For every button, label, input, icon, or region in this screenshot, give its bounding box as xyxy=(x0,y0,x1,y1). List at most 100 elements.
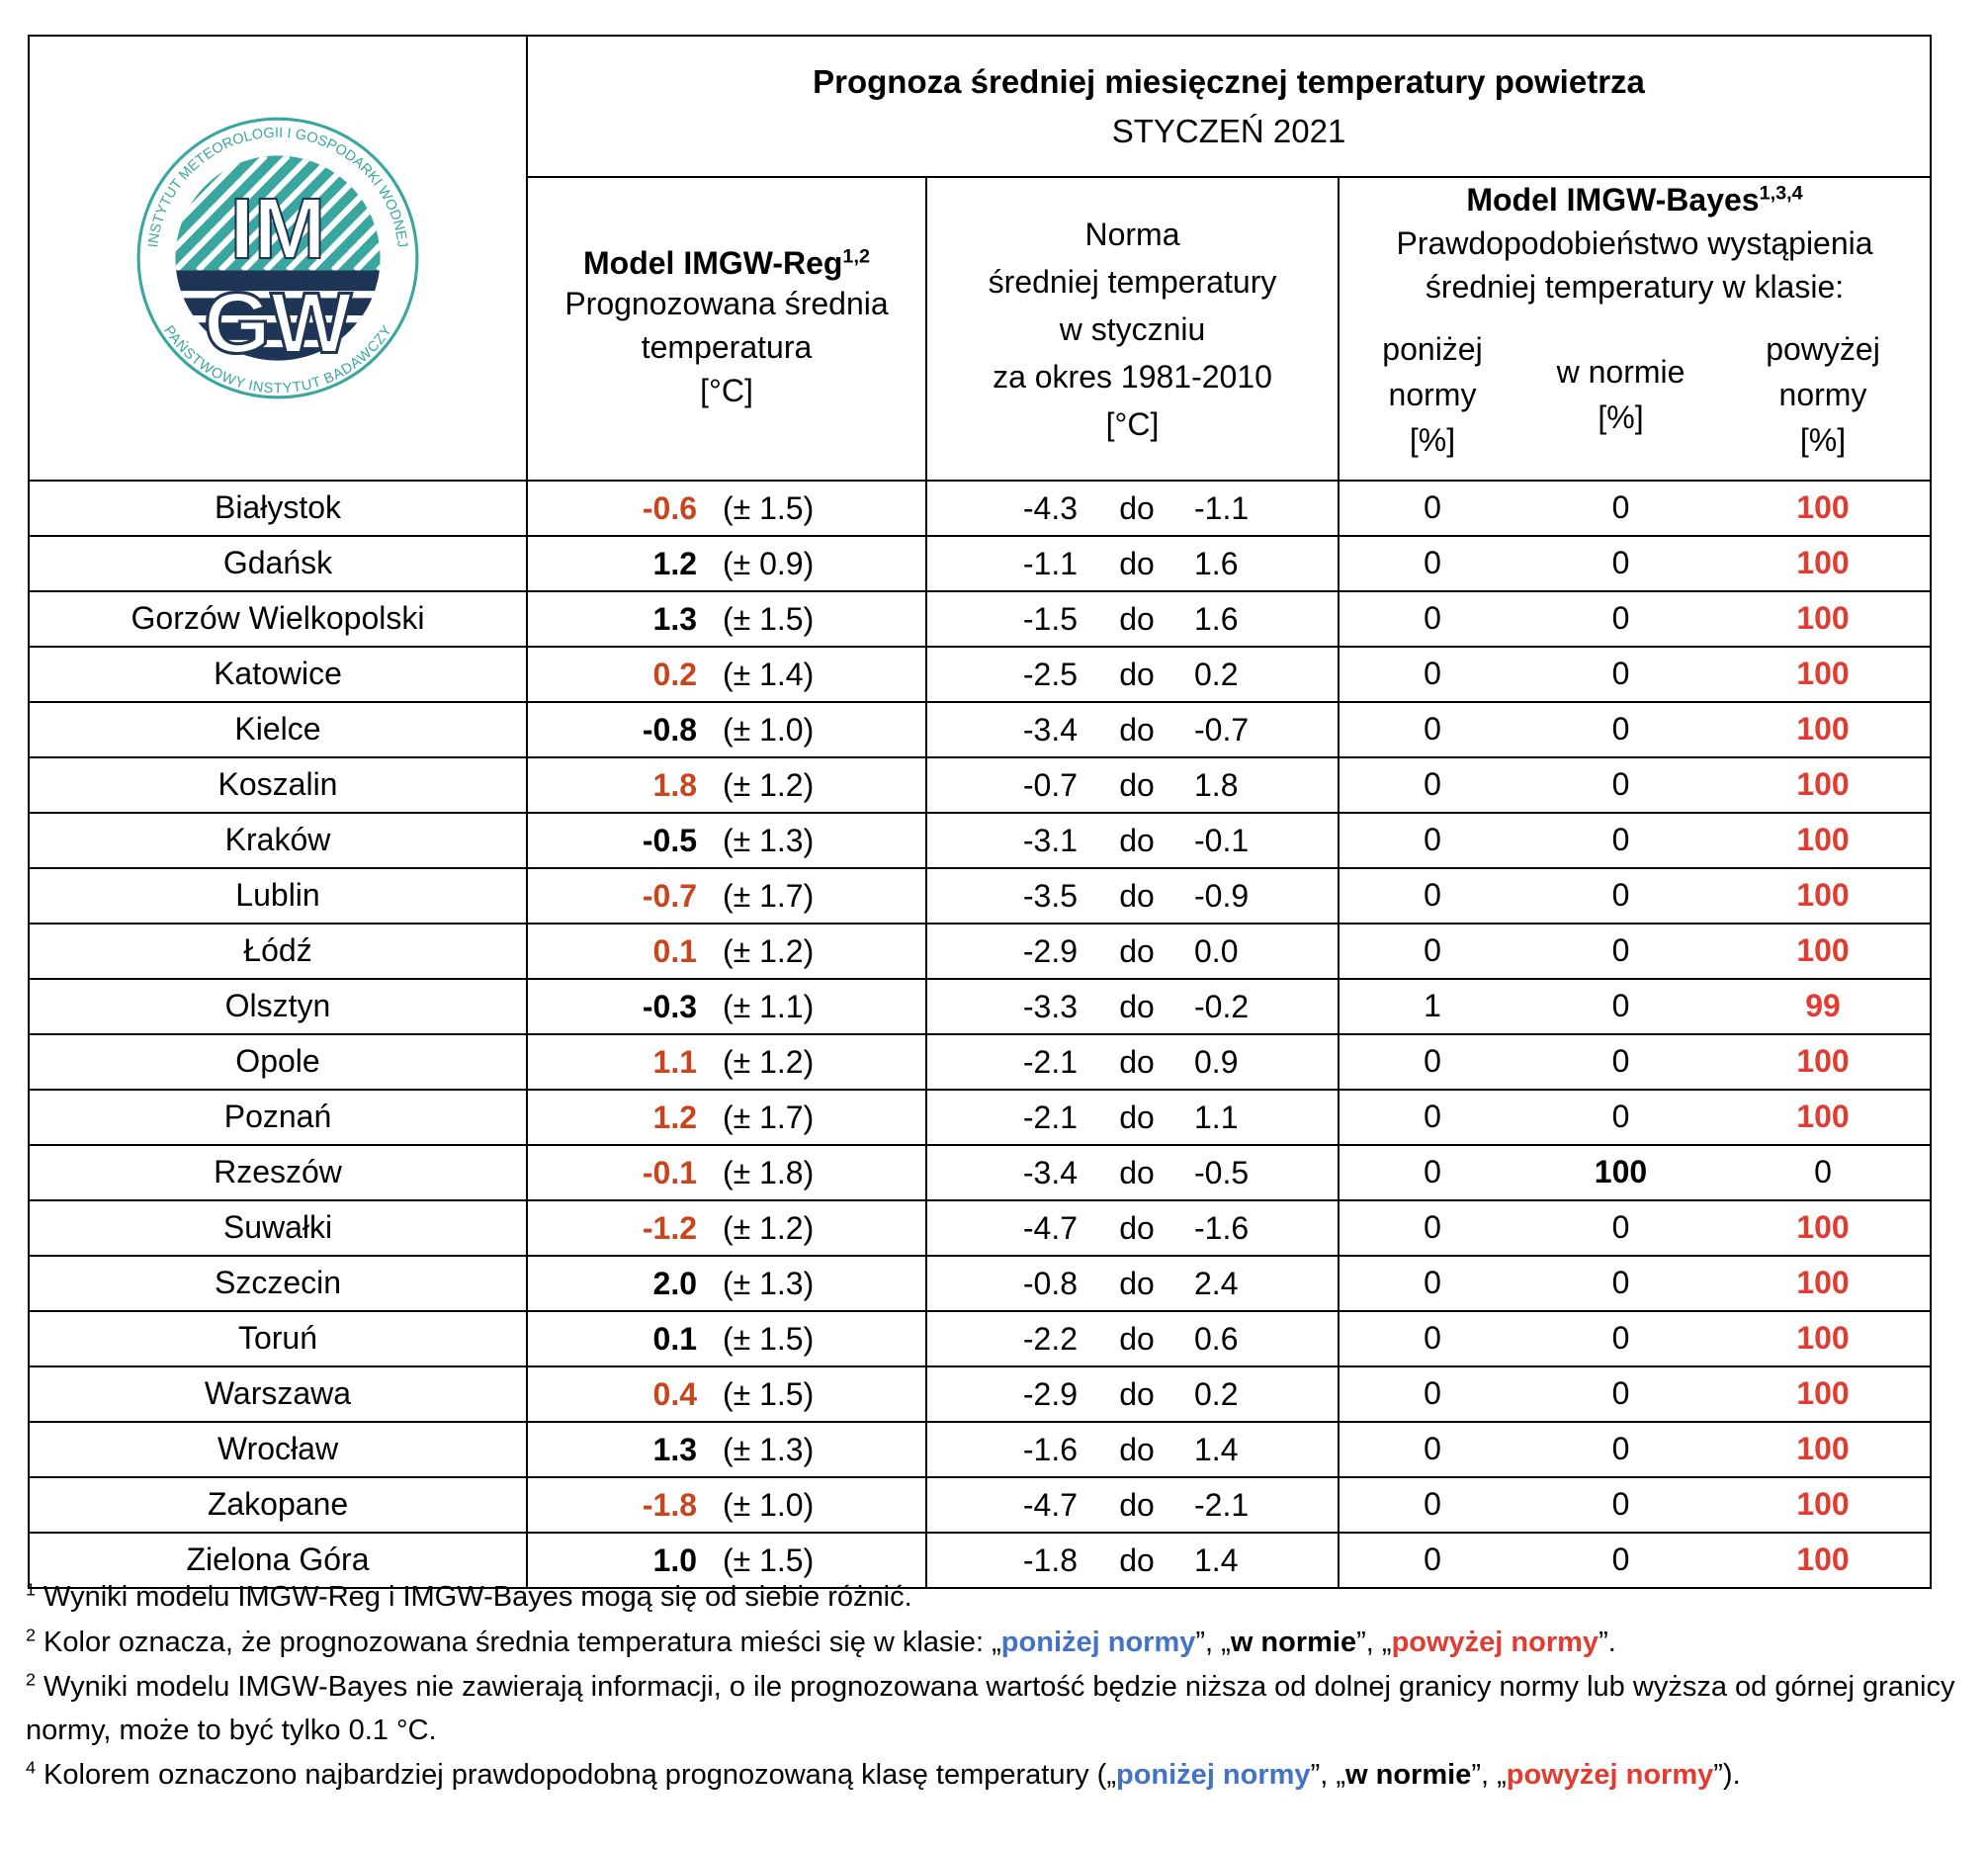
norm-cell: -2.9 do 0.0 xyxy=(925,923,1340,980)
probability: 0 xyxy=(1716,1144,1933,1201)
forecast-wrap: -1.2 (± 1.2) xyxy=(528,1201,925,1255)
norm-cell: -1.5 do 1.6 xyxy=(925,590,1340,648)
city: Zakopane xyxy=(28,1476,528,1534)
footnote-text: poniżej normy xyxy=(1000,1627,1196,1658)
forecast-value: -0.7 xyxy=(642,878,697,914)
norm-lower: -1.6 xyxy=(1022,1432,1078,1467)
forecast-value: -0.5 xyxy=(642,823,697,858)
forecast-uncertainty: (± 1.5) xyxy=(723,1542,815,1578)
forecast-cell: 2.0 (± 1.3) xyxy=(526,1255,927,1312)
norm-cell: -1.6 do 1.4 xyxy=(925,1421,1340,1478)
norm-upper: 0.0 xyxy=(1194,933,1239,969)
probability: 100 xyxy=(1716,480,1933,537)
norm-upper: 1.6 xyxy=(1194,546,1239,581)
forecast-wrap: -0.7 (± 1.7) xyxy=(528,869,925,923)
logo-stripe xyxy=(175,155,291,273)
header-row: Model IMGW-Reg1,2 Prognozowana średnia tem… xyxy=(29,176,1933,482)
forecast-uncertainty: (± 1.3) xyxy=(723,1266,815,1301)
footnote-text: ”. xyxy=(1599,1627,1616,1658)
forecast-uncertainty: (± 0.9) xyxy=(723,546,815,581)
footnote-mark: 2 xyxy=(26,1669,36,1690)
footnote-text: Kolor oznacza, że prognozowana średnia t… xyxy=(36,1627,1001,1658)
data-row: Opole 1.1 (± 1.2) -2.1 do 0.9 0 0 100 xyxy=(28,1033,1933,1091)
bayes-title-text: Model IMGW-Bayes xyxy=(1466,182,1760,218)
forecast-cell: -0.1 (± 1.8) xyxy=(526,1144,927,1201)
logo-bottom-text: GW xyxy=(204,275,353,371)
probability: 0 xyxy=(1338,1310,1525,1367)
probability: 0 xyxy=(1338,1421,1525,1478)
reg-title: Model IMGW-Reg1,2 xyxy=(528,245,925,283)
forecast-cell: -0.7 (± 1.7) xyxy=(526,867,927,924)
logo-top-text: IM xyxy=(230,181,326,277)
class-header: powyżej normy [%] xyxy=(1716,308,1933,482)
data-row: Białystok -0.6 (± 1.5) -4.3 do -1.1 0 0 100 xyxy=(28,480,1933,537)
probability: 0 xyxy=(1525,1365,1716,1423)
probability: 100 xyxy=(1716,1365,1933,1423)
forecast-uncertainty: (± 1.2) xyxy=(723,767,815,803)
forecast-wrap: 0.4 (± 1.5) xyxy=(528,1367,925,1421)
forecast-wrap: -0.1 (± 1.8) xyxy=(528,1146,925,1199)
norm-cell: -2.1 do 1.1 xyxy=(925,1089,1340,1146)
bayes-line: Prawdopodobieństwo wystąpienia xyxy=(1396,225,1873,261)
reg-header: Model IMGW-Reg1,2 Prognozowana średnia tem… xyxy=(526,176,927,482)
city: Białystok xyxy=(28,480,528,537)
forecast-value: 1.3 xyxy=(652,1432,697,1467)
probability: 0 xyxy=(1338,590,1525,648)
probability: 0 xyxy=(1525,1033,1716,1091)
class-line: [%] xyxy=(1409,421,1456,458)
norm-lower: -4.7 xyxy=(1022,1487,1078,1523)
probability: 0 xyxy=(1525,1532,1716,1589)
norm-wrap: -1.1 do 1.6 xyxy=(927,537,1338,590)
probability: 0 xyxy=(1525,1255,1716,1312)
logo-stripe xyxy=(240,155,358,273)
norm-cell: -2.2 do 0.6 xyxy=(925,1310,1340,1367)
forecast-cell: -0.8 (± 1.0) xyxy=(526,701,927,758)
probability: 0 xyxy=(1525,756,1716,814)
norm-wrap: -4.7 do -2.1 xyxy=(927,1478,1338,1532)
norm-cell: -3.4 do -0.5 xyxy=(925,1144,1340,1201)
forecast-wrap: -0.5 (± 1.3) xyxy=(528,814,925,867)
class-line: w normie xyxy=(1556,353,1685,390)
footnote-text: poniżej normy xyxy=(1115,1759,1311,1791)
forecast-uncertainty: (± 1.2) xyxy=(723,933,815,969)
logo-stripe xyxy=(217,155,336,273)
probability: 0 xyxy=(1338,701,1525,758)
probability: 100 xyxy=(1716,1421,1933,1478)
probability: 0 xyxy=(1525,1199,1716,1257)
footnote: 2 Wyniki modelu IMGW-Bayes nie zawierają… xyxy=(26,1665,1963,1752)
norm-cell: -3.1 do -0.1 xyxy=(925,812,1340,869)
city: Kielce xyxy=(28,701,528,758)
probability: 0 xyxy=(1338,480,1525,537)
probability: 0 xyxy=(1338,1476,1525,1534)
forecast-uncertainty: (± 1.2) xyxy=(723,1210,815,1246)
forecast-table: IM GW INSTYTUT METEOROLOGII I GOSPODARKI W… xyxy=(28,35,1933,1589)
city: Toruń xyxy=(28,1310,528,1367)
forecast-wrap: 1.3 (± 1.3) xyxy=(528,1423,925,1476)
forecast-value: 0.1 xyxy=(652,933,697,969)
data-row: Koszalin 1.8 (± 1.2) -0.7 do 1.8 0 0 100 xyxy=(28,756,1933,814)
city: Gdańsk xyxy=(28,535,528,592)
data-row: Gdańsk 1.2 (± 0.9) -1.1 do 1.6 0 0 100 xyxy=(28,535,1933,592)
reg-line: temperatura xyxy=(641,329,813,366)
logo-stripe xyxy=(307,155,381,273)
logo-stripe xyxy=(175,155,246,273)
norm-upper: 1.8 xyxy=(1194,767,1239,803)
probability: 0 xyxy=(1338,812,1525,869)
probability: 100 xyxy=(1716,590,1933,648)
probability: 0 xyxy=(1525,1089,1716,1146)
class-line: powyżej xyxy=(1766,330,1880,367)
forecast-wrap: 1.8 (± 1.2) xyxy=(528,758,925,812)
city: Opole xyxy=(28,1033,528,1091)
data-row: Kielce -0.8 (± 1.0) -3.4 do -0.7 0 0 100 xyxy=(28,701,1933,758)
footnote-text: ”, „ xyxy=(1471,1759,1507,1791)
norm-separator: do xyxy=(1119,601,1155,637)
data-row: Gorzów Wielkopolski 1.3 (± 1.5) -1.5 do 1.6 0 0… xyxy=(28,590,1933,648)
subtitle: STYCZEŃ 2021 xyxy=(1111,112,1346,149)
norm-separator: do xyxy=(1119,823,1155,858)
table-body: IM GW INSTYTUT METEOROLOGII I GOSPODARKI W… xyxy=(28,35,1933,1589)
norm-separator: do xyxy=(1119,1542,1155,1578)
logo-wave xyxy=(175,315,381,323)
footnote-text: Kolorem oznaczono najbardziej prawdopodo… xyxy=(36,1759,1116,1791)
probability: 0 xyxy=(1525,590,1716,648)
probability: 0 xyxy=(1525,978,1716,1035)
